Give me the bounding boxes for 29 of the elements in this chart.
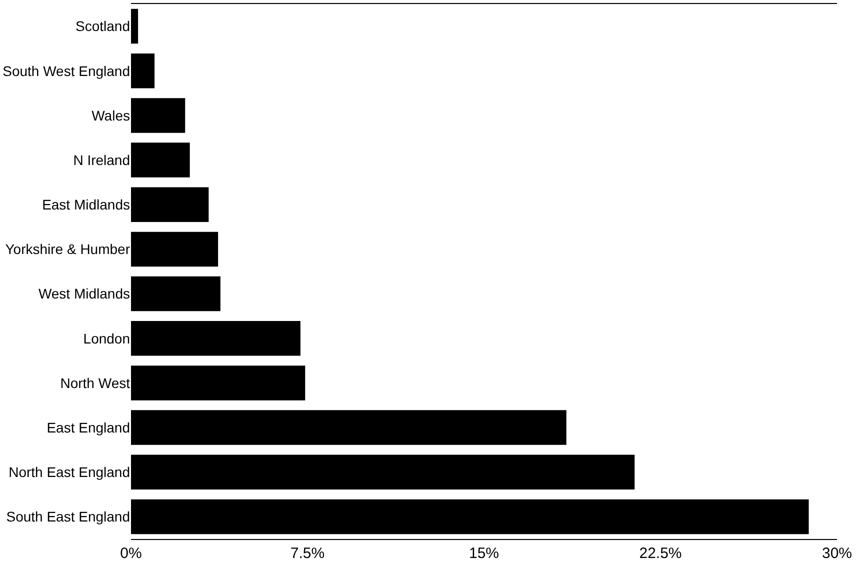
bar [131,410,566,445]
bar [131,366,306,400]
bar [131,276,220,312]
bar [131,187,209,222]
x-tick-label: 7.5% [290,545,325,562]
y-tick-label: Scotland [76,18,130,34]
bar [131,454,635,490]
y-tick-label: N Ireland [73,152,130,168]
bar [131,320,300,356]
bar [131,53,155,88]
bar [131,8,138,44]
bar [131,232,218,267]
y-tick-label: North East England [8,464,130,480]
y-tick-label: South West England [2,62,130,79]
bar [131,499,809,534]
y-tick-label: East England [46,419,130,436]
y-tick-label: West Midlands [38,286,130,302]
y-tick-label: North West [60,374,130,391]
bar [131,98,186,133]
x-tick-label: 15% [468,545,500,562]
x-tick-label: 22.5% [639,545,682,562]
y-tick-label: East Midlands [42,196,130,213]
y-tick-label: London [83,330,130,346]
y-tick-label: South East England [6,508,130,525]
bar [131,142,190,178]
y-tick-label: Yorkshire & Humber [5,241,130,258]
y-tick-label: Wales [92,107,130,124]
x-tick-label: 0% [120,545,142,562]
x-tick-label: 30% [822,545,852,562]
